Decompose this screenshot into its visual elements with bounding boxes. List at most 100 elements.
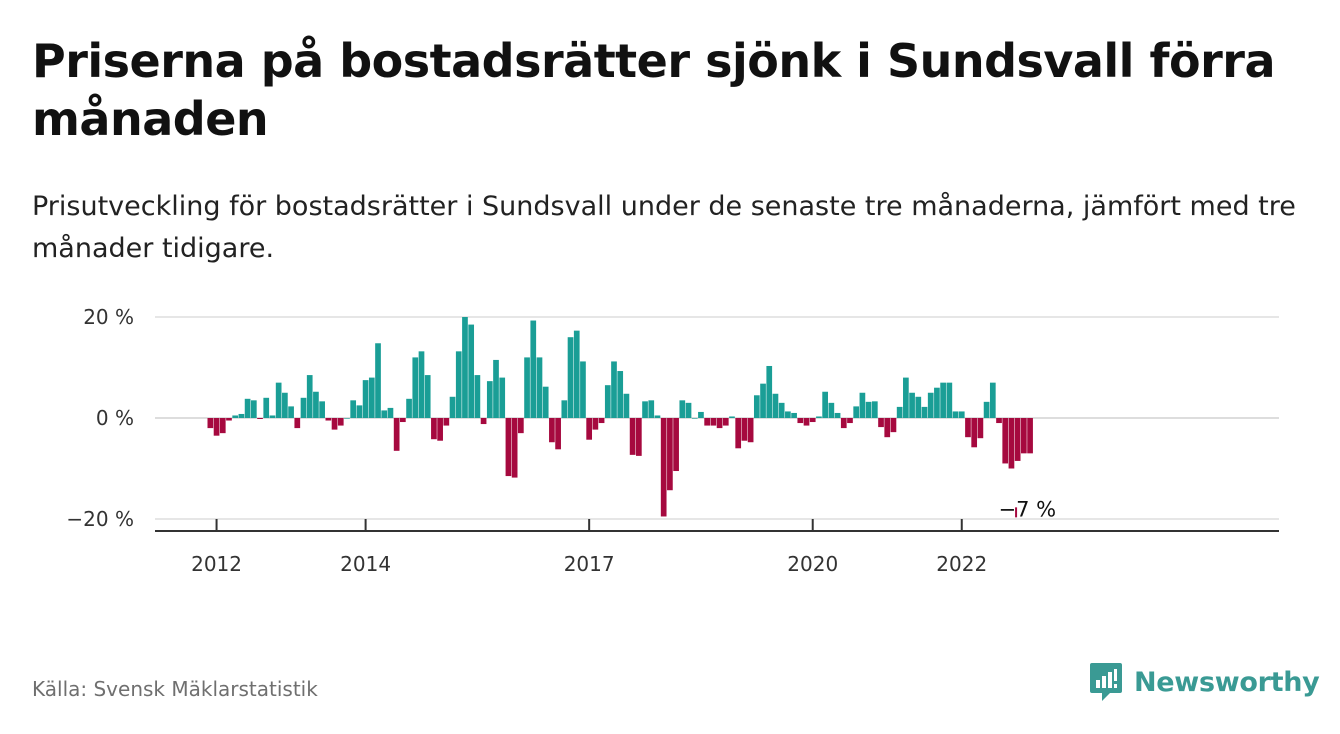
bar [443,418,450,426]
bar [480,418,487,425]
brand-logo[interactable]: Newsworthy [1088,660,1320,704]
bar [567,337,574,418]
chart-title: Priserna på bostadsrätter sjönk i Sundsv… [32,34,1276,146]
y-tick-label: 20 % [83,305,134,329]
bar [387,407,394,418]
bar [909,392,915,418]
bar [785,411,791,419]
bar [418,351,425,418]
bar [431,418,437,440]
bar [1008,418,1015,469]
bar [921,406,928,418]
bar [778,402,785,418]
chart-subtitle: Prisutveckling för bostadsrätter i Sunds… [32,191,1296,264]
bar [319,401,325,418]
bar [306,375,313,418]
bar [263,397,270,418]
bar [679,400,686,419]
bar [927,392,934,418]
bar [1002,418,1009,464]
bar [424,375,431,418]
bar [716,418,723,429]
bar [462,317,468,418]
bar [530,320,537,418]
bar [518,418,524,434]
bar [871,401,878,418]
bar [952,411,959,419]
axes [155,519,1279,532]
bar [368,377,375,418]
bar [847,418,853,424]
bar [604,385,611,418]
bar [238,413,245,418]
bar [555,418,561,450]
bar [1027,418,1033,454]
bar [542,386,549,418]
bar [536,357,543,418]
bar [226,418,232,421]
bar [809,418,816,423]
bar [648,400,655,419]
bar [915,396,922,418]
bar [598,418,605,424]
bar [853,406,860,418]
bar [766,365,773,418]
bar [965,418,971,438]
bar [586,418,593,440]
newsworthy-logo-icon [1090,663,1122,701]
bar [213,418,220,436]
bar [437,418,443,441]
bar [816,416,822,418]
bar [617,371,624,418]
bar [592,418,599,430]
bar [300,397,307,418]
bar [946,382,953,418]
bar [493,359,499,418]
bar [393,418,400,451]
x-tick-label: 2012 [191,552,242,576]
bar [884,418,891,438]
bar [400,418,406,423]
bar [275,382,282,418]
bar [573,330,580,418]
y-tick-label: −20 % [66,507,134,531]
bar [828,402,835,418]
bar [524,357,530,418]
bar [977,418,984,439]
bar [207,418,214,429]
bar [629,418,636,455]
bar [511,418,518,478]
bar [822,391,828,418]
bar [896,406,903,418]
bar [685,402,692,418]
x-tick-label: 2022 [936,552,987,576]
bar [350,400,357,419]
bar [865,401,872,418]
bar [244,398,251,418]
bar [797,418,804,424]
bar [934,387,940,418]
bar [580,361,586,418]
bar [660,418,667,517]
bar [294,418,301,429]
labels: 20 % 0 % −20 % 2012 2014 2017 2020 2022 −7 % [66,305,1056,576]
source-note: Källa: Svensk Mäklarstatistik [32,677,318,701]
bar [344,418,350,419]
x-tick-label: 2017 [564,552,615,576]
bar [890,418,897,433]
bar [753,395,760,418]
bar [772,393,779,418]
bar [282,392,288,418]
bar [250,400,257,419]
bar [704,418,710,426]
bar [375,343,381,418]
bar [406,398,412,418]
bar [691,418,698,419]
bar [257,418,263,420]
bar [337,418,344,426]
bar [940,382,946,418]
bar [958,411,965,419]
bar [1014,418,1021,461]
x-tick-label: 2020 [787,552,838,576]
bar [722,418,729,426]
